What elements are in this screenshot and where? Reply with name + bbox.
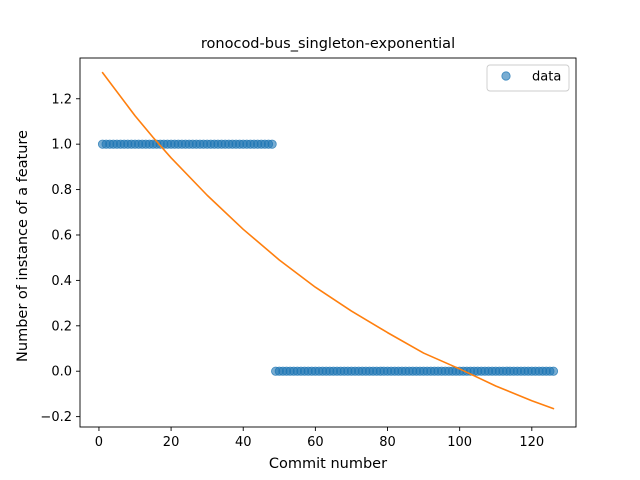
x-tick-label: 40 bbox=[235, 435, 252, 450]
plot-area bbox=[97, 71, 559, 410]
x-tick-label: 80 bbox=[379, 435, 396, 450]
y-tick-label: 0.2 bbox=[51, 319, 72, 334]
chart-title: ronocod-bus_singleton-exponential bbox=[201, 36, 455, 52]
y-tick-label: 0.6 bbox=[51, 228, 72, 243]
legend-box bbox=[486, 64, 570, 92]
y-tick-label: 0.4 bbox=[51, 274, 72, 289]
x-axis-label: Commit number bbox=[269, 456, 387, 472]
x-tick-label: 100 bbox=[447, 435, 472, 450]
y-tick-label: 1.2 bbox=[51, 92, 72, 107]
y-tick-label: 0.0 bbox=[51, 365, 72, 380]
legend-label: data bbox=[532, 70, 561, 85]
x-tick-label: 20 bbox=[163, 435, 180, 450]
x-tick-label: 0 bbox=[95, 435, 103, 450]
y-axis-label: Number of instance of a feature bbox=[15, 130, 31, 362]
scatter-point bbox=[267, 139, 277, 149]
x-tick-label: 120 bbox=[519, 435, 544, 450]
x-tick-label: 60 bbox=[307, 435, 324, 450]
scatter-point bbox=[548, 366, 559, 376]
legend: data bbox=[486, 64, 570, 92]
legend-marker bbox=[501, 71, 511, 81]
axes-frame bbox=[79, 57, 577, 428]
y-tick-label: 0.8 bbox=[51, 183, 72, 198]
axes: 0 20 40 60 80 100 120 −0.2 0.0 0.2 0.4 0.6 0.8 1.0 1.2 bbox=[40, 57, 577, 450]
fit-line bbox=[101, 71, 555, 410]
y-tick-label: 1.0 bbox=[51, 138, 72, 153]
y-tick-label: −0.2 bbox=[40, 410, 72, 425]
